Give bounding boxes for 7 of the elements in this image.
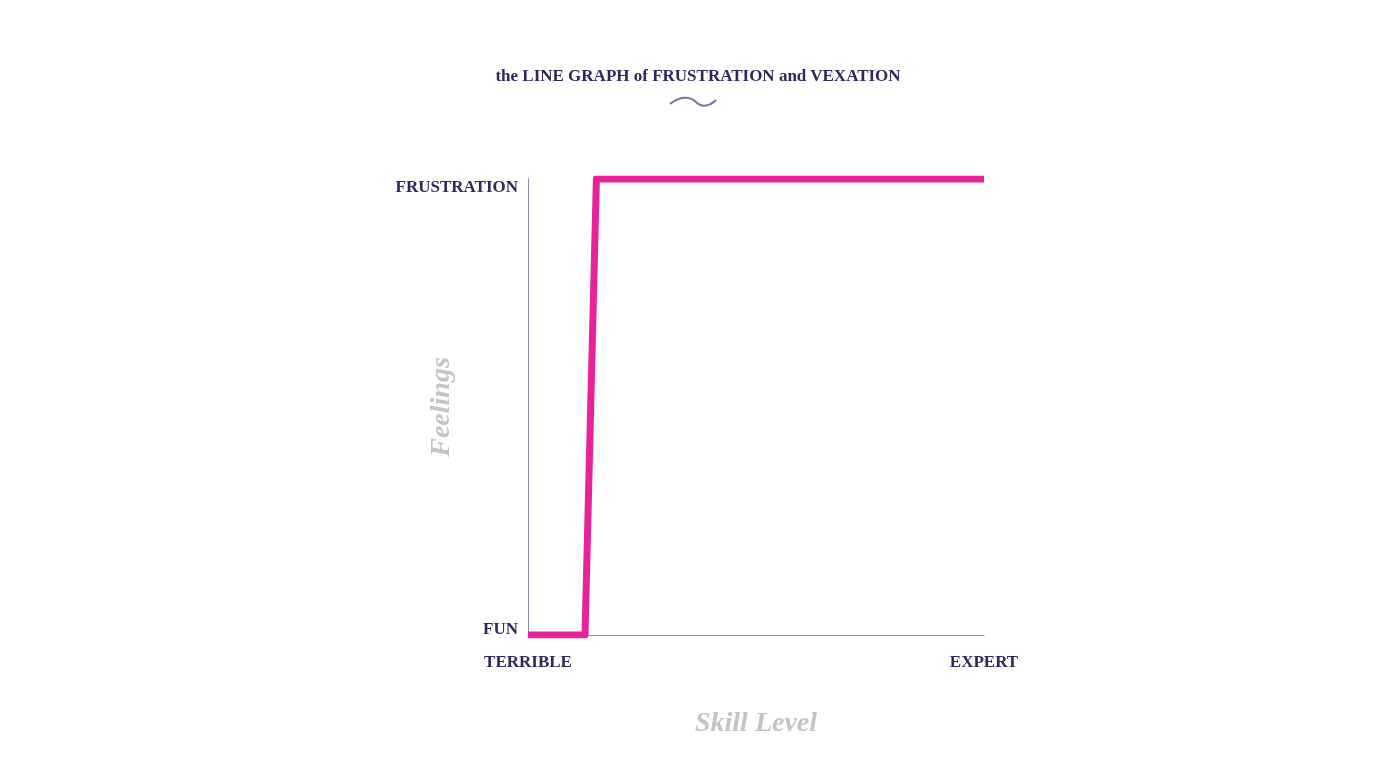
x-tick-label: TERRIBLE <box>484 652 572 671</box>
x-axis-title: Skill Level <box>694 705 818 737</box>
text: FUN <box>483 619 519 638</box>
y-axis-title: Feelings <box>423 357 455 458</box>
chart-title: the LINE GRAPH of FRUSTRATION and VEXATION <box>495 66 902 85</box>
text: FRUSTRATION <box>395 177 519 196</box>
x-tick-label: EXPERT <box>949 652 1019 671</box>
